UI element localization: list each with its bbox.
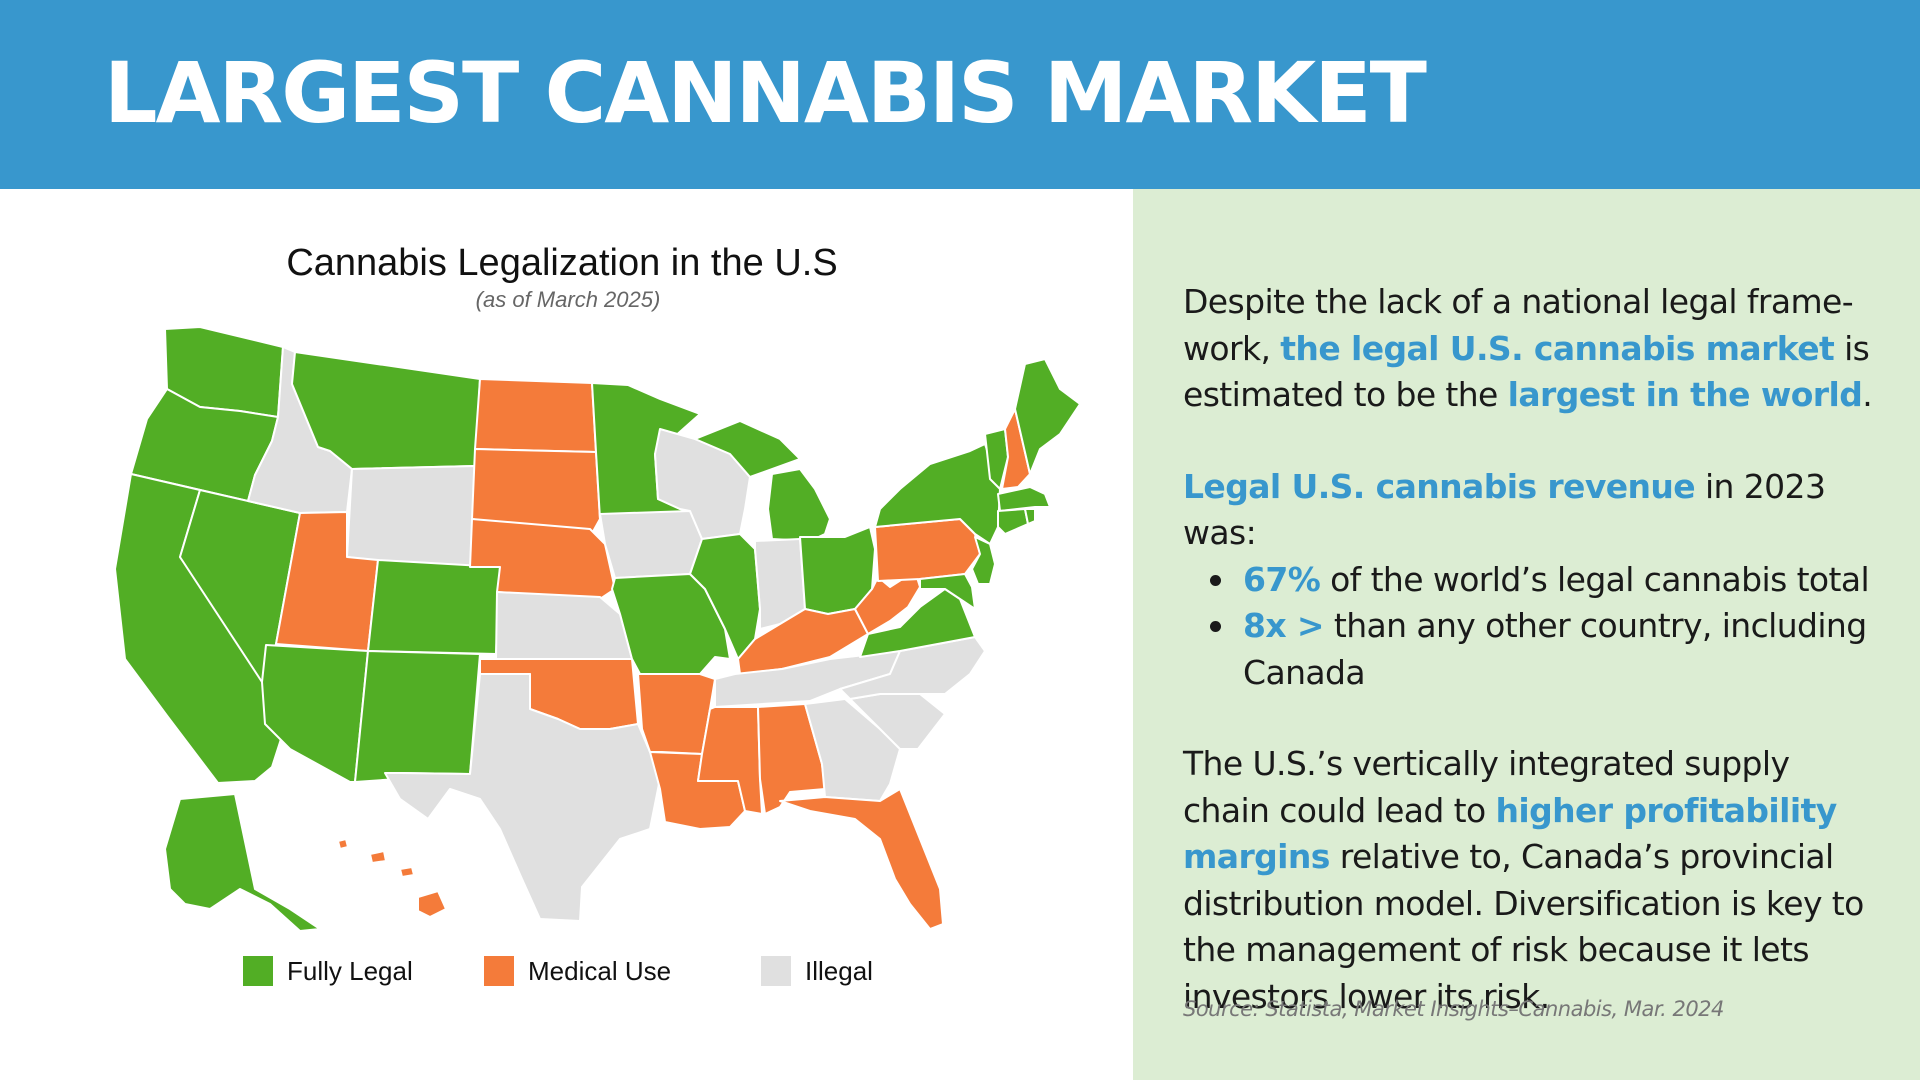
bullet-2-text: than any other country, including Canada (1243, 606, 1867, 692)
legend-item-medical-use: Medical Use (484, 954, 671, 988)
bullet-item: 67% of the world’s legal cannabis total (1210, 557, 1883, 604)
state-new-mexico (354, 650, 481, 783)
state-new-york (874, 443, 1001, 545)
state-north-dakota (474, 378, 597, 453)
market-highlight-1: the legal U.S. cannabis market (1280, 328, 1835, 368)
state-arizona (261, 644, 369, 783)
state-wyoming (346, 465, 476, 572)
bullet-2-highlight: 8x > (1243, 606, 1325, 645)
revenue-text: in 2023 was: (1183, 466, 1826, 553)
legend-swatch-illegal (761, 956, 791, 986)
us-map: Cannabis Legalization in the U.S (as of … (114, 242, 1081, 932)
info-text: Despite the lack of a national legal fra… (1183, 279, 1883, 1020)
title-banner: LARGEST CANNABIS MARKET (0, 0, 1920, 189)
state-hawaii (337, 838, 447, 918)
state-georgia (804, 698, 901, 802)
state-north-carolina (839, 636, 986, 700)
state-michigan-upper (694, 420, 801, 478)
legend-swatch-medical-use (484, 956, 514, 986)
map-title: Cannabis Legalization in the U.S (286, 242, 837, 284)
supply-chain-paragraph: The U.S.’s vertically integrated supply … (1183, 741, 1883, 1020)
map-panel: Cannabis Legalization in the U.S (as of … (0, 189, 1133, 1080)
info-panel: Despite the lack of a national legal fra… (1133, 189, 1920, 1080)
state-kansas (495, 591, 633, 660)
supply-highlight: higher profitability margins (1183, 790, 1837, 877)
state-iowa (599, 510, 703, 579)
market-paragraph: Despite the lack of a national legal fra… (1183, 279, 1883, 419)
market-text-1: Despite the lack of a national legal fra… (1183, 282, 1854, 368)
supply-text-1: The U.S.’s vertically integrated supply … (1183, 744, 1790, 830)
market-highlight-2: largest in the world (1507, 375, 1863, 414)
bullet-item: 8x > than any other country, including C… (1210, 603, 1883, 696)
revenue-paragraph: Legal U.S. cannabis revenue in 2023 was: (1183, 464, 1883, 557)
bullet-1-text: of the world’s legal cannabis total (1320, 559, 1870, 599)
market-text-2: is estimated to be the (1183, 328, 1870, 415)
state-massachusetts (997, 486, 1051, 512)
state-pennsylvania (874, 518, 981, 582)
map-subtitle: (as of March 2025) (476, 287, 661, 312)
state-maine (1014, 358, 1081, 475)
legend-label-illegal: Illegal (805, 955, 873, 986)
legend-item-fully-legal: Fully Legal (243, 954, 413, 988)
legend-swatch-fully-legal (243, 956, 273, 986)
state-maryland (919, 573, 976, 610)
market-text-3: . (1862, 375, 1873, 414)
legend-label-fully-legal: Fully Legal (287, 955, 413, 986)
page-title: LARGEST CANNABIS MARKET (104, 44, 1427, 142)
bullet-1-highlight: 67% (1243, 559, 1321, 599)
legend-label-medical-use: Medical Use (528, 955, 672, 986)
state-new-jersey (971, 536, 996, 585)
state-florida (779, 788, 944, 930)
state-alaska (164, 793, 321, 932)
state-south-dakota (471, 448, 601, 538)
legend-item-illegal: Illegal (761, 954, 873, 988)
state-michigan (767, 468, 831, 542)
source-citation: Source: Statista, Market Insights–Cannab… (1183, 997, 1724, 1021)
state-colorado (367, 559, 501, 655)
state-connecticut (997, 508, 1029, 535)
revenue-highlight: Legal U.S. cannabis revenue (1183, 466, 1696, 506)
state-rhode-island (1024, 508, 1036, 525)
state-texas (384, 673, 663, 922)
revenue-bullets: 67% of the world’s legal cannabis total … (1183, 557, 1883, 697)
supply-text-2: relative to, Canada’s provincial distrib… (1183, 837, 1864, 1016)
